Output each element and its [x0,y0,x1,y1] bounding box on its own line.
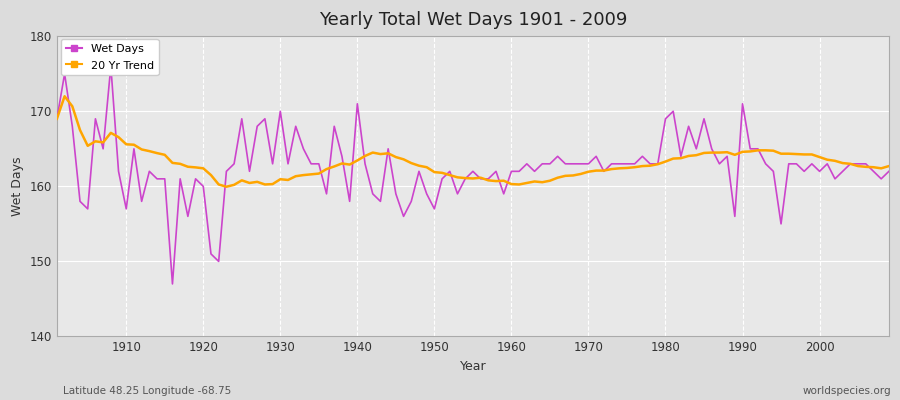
Text: Latitude 48.25 Longitude -68.75: Latitude 48.25 Longitude -68.75 [63,386,231,396]
Text: worldspecies.org: worldspecies.org [803,386,891,396]
Legend: Wet Days, 20 Yr Trend: Wet Days, 20 Yr Trend [61,39,158,75]
X-axis label: Year: Year [460,360,486,373]
Title: Yearly Total Wet Days 1901 - 2009: Yearly Total Wet Days 1901 - 2009 [319,11,627,29]
Y-axis label: Wet Days: Wet Days [11,156,24,216]
